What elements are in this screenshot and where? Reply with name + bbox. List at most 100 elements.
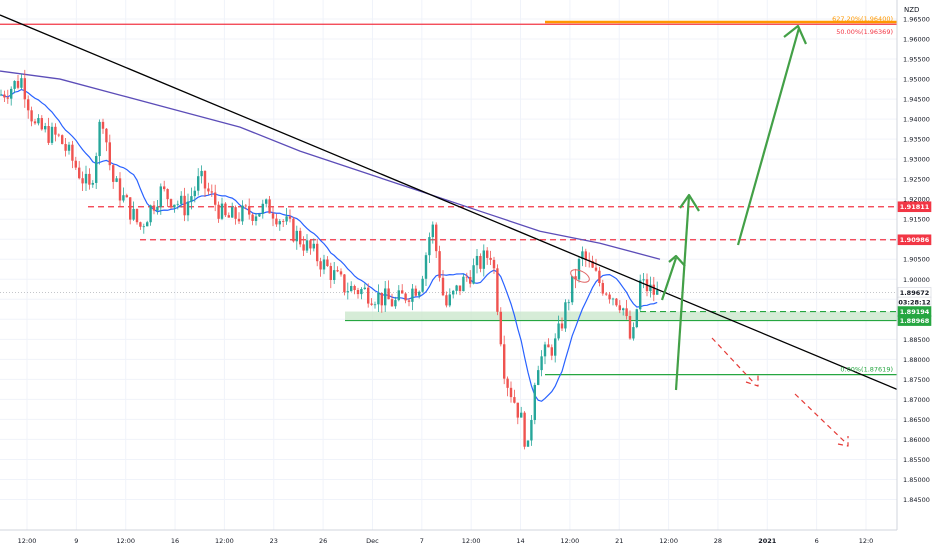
- candle-body: [543, 344, 547, 357]
- candle-body: [560, 323, 564, 329]
- y-tick-label: 1.94000: [903, 116, 930, 124]
- candle-body: [176, 203, 179, 205]
- candle-body: [526, 440, 530, 447]
- candle-body: [373, 304, 377, 306]
- candle-body: [628, 316, 632, 339]
- candle-body: [54, 126, 57, 135]
- candle-body: [540, 356, 543, 371]
- x-tick-label: 26: [319, 537, 327, 545]
- y-tick-label: 1.93500: [903, 136, 930, 144]
- fib-label: 50.00%(1.96369): [836, 28, 893, 36]
- candle-body: [115, 178, 118, 182]
- x-tick-label: 12:00: [116, 537, 135, 545]
- candle-body: [309, 240, 312, 249]
- zones: [0, 291, 897, 321]
- candle-body: [71, 144, 74, 161]
- price-badge: [897, 315, 932, 326]
- y-tick-label: 1.88500: [903, 336, 930, 344]
- candle-body: [231, 207, 234, 218]
- candle-body: [319, 261, 322, 270]
- candle-body: [639, 280, 642, 310]
- candle-body: [499, 311, 502, 345]
- candle-body: [74, 160, 77, 168]
- y-axis[interactable]: NZD 1.84500 1.85000 1.85500 1.86000 1.86500 1…: [896, 0, 932, 530]
- candle-body: [618, 305, 621, 311]
- arrowhead: [783, 24, 808, 45]
- candle-body: [149, 205, 152, 223]
- arrowhead: [837, 436, 849, 447]
- y-tick-label: 1.87500: [903, 376, 930, 384]
- candle-body: [346, 291, 349, 293]
- candle-body: [173, 204, 176, 208]
- candle-body: [47, 126, 50, 143]
- candle-body: [656, 290, 659, 295]
- candle-body: [513, 397, 516, 403]
- y-tick-label: 1.85500: [903, 456, 930, 464]
- candle-body: [435, 224, 438, 252]
- candle-body: [424, 255, 428, 279]
- candle-body: [299, 230, 302, 245]
- fib-label: 627.20%(1.96400): [832, 15, 893, 23]
- candle-body: [503, 344, 506, 379]
- candle-body: [601, 283, 604, 294]
- candle-body: [448, 294, 451, 306]
- candle-body: [258, 213, 261, 217]
- candle-body: [350, 285, 353, 292]
- candle-body: [224, 203, 227, 216]
- candle-body: [414, 288, 417, 296]
- x-tick-label: 16: [171, 537, 179, 545]
- candle-body: [489, 257, 492, 260]
- candle-body: [404, 293, 407, 301]
- candle-body: [122, 195, 125, 201]
- candle-body: [411, 288, 414, 302]
- candle-body: [237, 218, 241, 222]
- candle-body: [163, 186, 166, 190]
- candle-body: [285, 216, 288, 222]
- candle-body: [193, 190, 196, 197]
- arrow-long-up: [736, 27, 801, 246]
- candle-body: [278, 221, 281, 225]
- candle-body: [295, 230, 298, 242]
- x-tick-label: 12:00: [561, 537, 580, 545]
- y-tick-label: 1.93000: [903, 156, 930, 164]
- fib-label: 0.00%(1.87619): [840, 366, 893, 374]
- candle-body: [608, 294, 611, 300]
- candle-body: [438, 251, 441, 278]
- candle-body: [523, 412, 526, 447]
- candle-body: [37, 118, 40, 124]
- x-tick-label: 2021: [758, 537, 777, 545]
- candle-body: [455, 285, 458, 291]
- candle-body: [67, 144, 71, 151]
- candle-body: [377, 292, 380, 305]
- candle-body: [421, 278, 424, 292]
- candle-body: [190, 196, 193, 202]
- price-badge: [897, 234, 932, 246]
- candle-body: [322, 259, 326, 270]
- candle-body: [44, 126, 47, 130]
- candle-body: [360, 289, 363, 295]
- candle-body: [265, 199, 268, 204]
- y-tick-label: 1.96500: [903, 16, 930, 24]
- candle-body: [23, 78, 26, 100]
- candle-body: [183, 195, 186, 216]
- candle-body: [227, 215, 230, 218]
- candle-body: [554, 338, 557, 356]
- candle-body: [27, 99, 30, 111]
- candle-body: [431, 224, 434, 238]
- candle-body: [288, 216, 292, 219]
- candle-body: [10, 88, 13, 99]
- candle-body: [326, 259, 329, 267]
- candle-body: [598, 270, 601, 284]
- candle-body: [6, 97, 9, 99]
- candle-body: [234, 207, 237, 219]
- y-tick-label: 1.94500: [903, 96, 930, 104]
- candle-body: [353, 285, 356, 291]
- candle-body: [169, 199, 173, 208]
- fib-labels: 627.20%(1.96400) 50.00%(1.96369) 0.00%(1.8…: [832, 15, 893, 374]
- x-axis[interactable]: 12:00 9 12:00 16 12:00 23 26 Dec 7 12:00 14 12:00 21…: [0, 529, 932, 550]
- candles: [0, 69, 659, 450]
- candle-body: [632, 327, 635, 339]
- candle-body: [207, 188, 210, 192]
